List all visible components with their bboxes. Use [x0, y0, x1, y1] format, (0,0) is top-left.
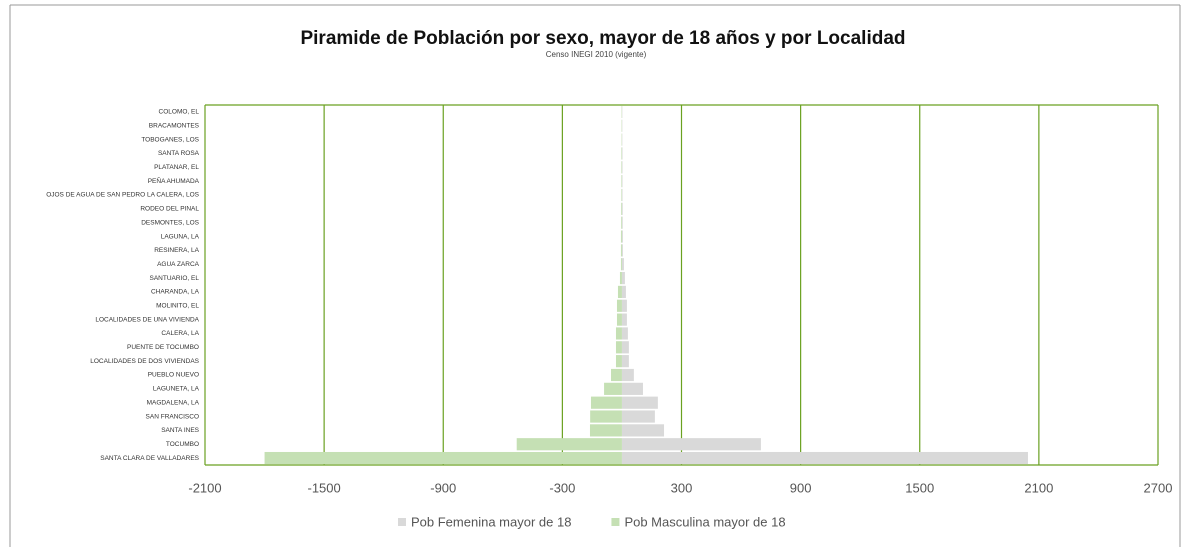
- y-tick-label: AGUA ZARCA: [157, 261, 200, 268]
- bar: [621, 175, 622, 188]
- x-tick-label: -300: [549, 480, 575, 495]
- legend-label: Pob Masculina mayor de 18: [624, 514, 785, 529]
- y-tick-label: TOCUMBO: [166, 441, 199, 448]
- bar: [264, 451, 622, 465]
- legend-label: Pob Femenina mayor de 18: [411, 514, 571, 529]
- chart-subtitle: Censo INEGI 2010 (vigente): [546, 50, 647, 59]
- y-tick-label: LOCALIDADES DE UNA VIVIENDA: [95, 316, 199, 323]
- bar: [615, 341, 622, 354]
- bar: [621, 368, 634, 382]
- y-tick-label: SANTA CLARA DE VALLADARES: [100, 455, 199, 462]
- bar: [620, 244, 622, 257]
- bar: [621, 202, 622, 215]
- bar: [621, 410, 655, 423]
- y-tick-label: PUEBLO NUEVO: [148, 372, 199, 379]
- chart-title: Piramide de Población por sexo, mayor de…: [300, 28, 905, 49]
- bar: [621, 161, 622, 174]
- bar: [621, 451, 1028, 465]
- bar: [621, 188, 622, 202]
- x-tick-label: 300: [671, 480, 693, 495]
- bar: [620, 258, 622, 271]
- bar: [621, 230, 623, 243]
- y-tick-label: MAGDALENA, LA: [147, 399, 200, 406]
- bar: [604, 382, 622, 395]
- x-tick-label: -1500: [308, 480, 341, 495]
- x-tick-label: 900: [790, 480, 812, 495]
- bar: [621, 244, 623, 257]
- y-tick-label: COLOMO, EL: [159, 109, 200, 116]
- legend-swatch: [611, 518, 620, 526]
- y-tick-label: PLATANAR, EL: [154, 164, 199, 171]
- y-tick-label: OJOS DE AGUA DE SAN PEDRO LA CALERA, LOS: [46, 192, 199, 199]
- bar: [621, 341, 629, 354]
- bar: [621, 175, 623, 188]
- y-tick-label: TOBOGANES, LOS: [141, 136, 199, 143]
- bar: [621, 258, 624, 271]
- bar: [611, 368, 622, 382]
- y-tick-label: CALERA, LA: [161, 330, 199, 337]
- bar: [621, 188, 623, 202]
- y-tick-label: SANTUARIO, EL: [150, 275, 200, 282]
- bar: [615, 355, 622, 368]
- bar: [616, 313, 622, 326]
- bar: [620, 230, 622, 243]
- y-tick-label: LOCALIDADES DE DOS VIVIENDAS: [90, 358, 199, 365]
- bar: [621, 438, 761, 451]
- y-tick-label: PUENTE DE TOCUMBO: [127, 344, 199, 351]
- bar: [615, 327, 622, 340]
- y-tick-label: LAGUNA, LA: [161, 233, 200, 240]
- bar: [621, 147, 622, 160]
- bar: [616, 299, 622, 312]
- x-tick-label: 2100: [1024, 480, 1053, 495]
- bar: [621, 216, 622, 229]
- legend-swatch: [398, 518, 406, 526]
- bar: [590, 396, 622, 409]
- y-tick-label: RESINERA, LA: [154, 247, 199, 254]
- bar: [621, 216, 623, 229]
- bar: [621, 355, 629, 368]
- y-tick-label: LAGUNETA, LA: [153, 386, 200, 393]
- bar: [621, 327, 628, 340]
- bar: [516, 438, 622, 451]
- bar: [621, 299, 627, 312]
- y-tick-label: PEÑA AHUMADA: [148, 176, 200, 185]
- y-tick-label: BRACAMONTES: [149, 122, 200, 129]
- y-tick-label: SAN FRANCISCO: [146, 413, 199, 420]
- y-tick-label: RODEO DEL PINAL: [140, 206, 199, 213]
- bar: [617, 285, 622, 299]
- y-tick-label: SANTA ROSA: [158, 150, 200, 157]
- y-tick-label: SANTA INES: [161, 427, 199, 434]
- bar: [621, 396, 658, 409]
- bar: [621, 285, 626, 299]
- bar: [621, 161, 623, 174]
- bar: [621, 271, 625, 285]
- x-tick-label: -2100: [188, 480, 221, 495]
- y-tick-label: CHARANDA, LA: [151, 289, 200, 296]
- bar: [589, 424, 622, 437]
- x-tick-label: -900: [430, 480, 456, 495]
- bar: [621, 424, 665, 437]
- bar: [621, 382, 643, 395]
- bar: [621, 147, 623, 160]
- x-tick-label: 2700: [1144, 480, 1173, 495]
- y-tick-label: DESMONTES, LOS: [141, 219, 199, 226]
- bar: [590, 410, 622, 423]
- y-tick-label: MOLINITO, EL: [156, 302, 199, 309]
- x-tick-label: 1500: [905, 480, 934, 495]
- bar: [621, 313, 627, 326]
- bar: [619, 271, 622, 285]
- bar: [621, 202, 623, 215]
